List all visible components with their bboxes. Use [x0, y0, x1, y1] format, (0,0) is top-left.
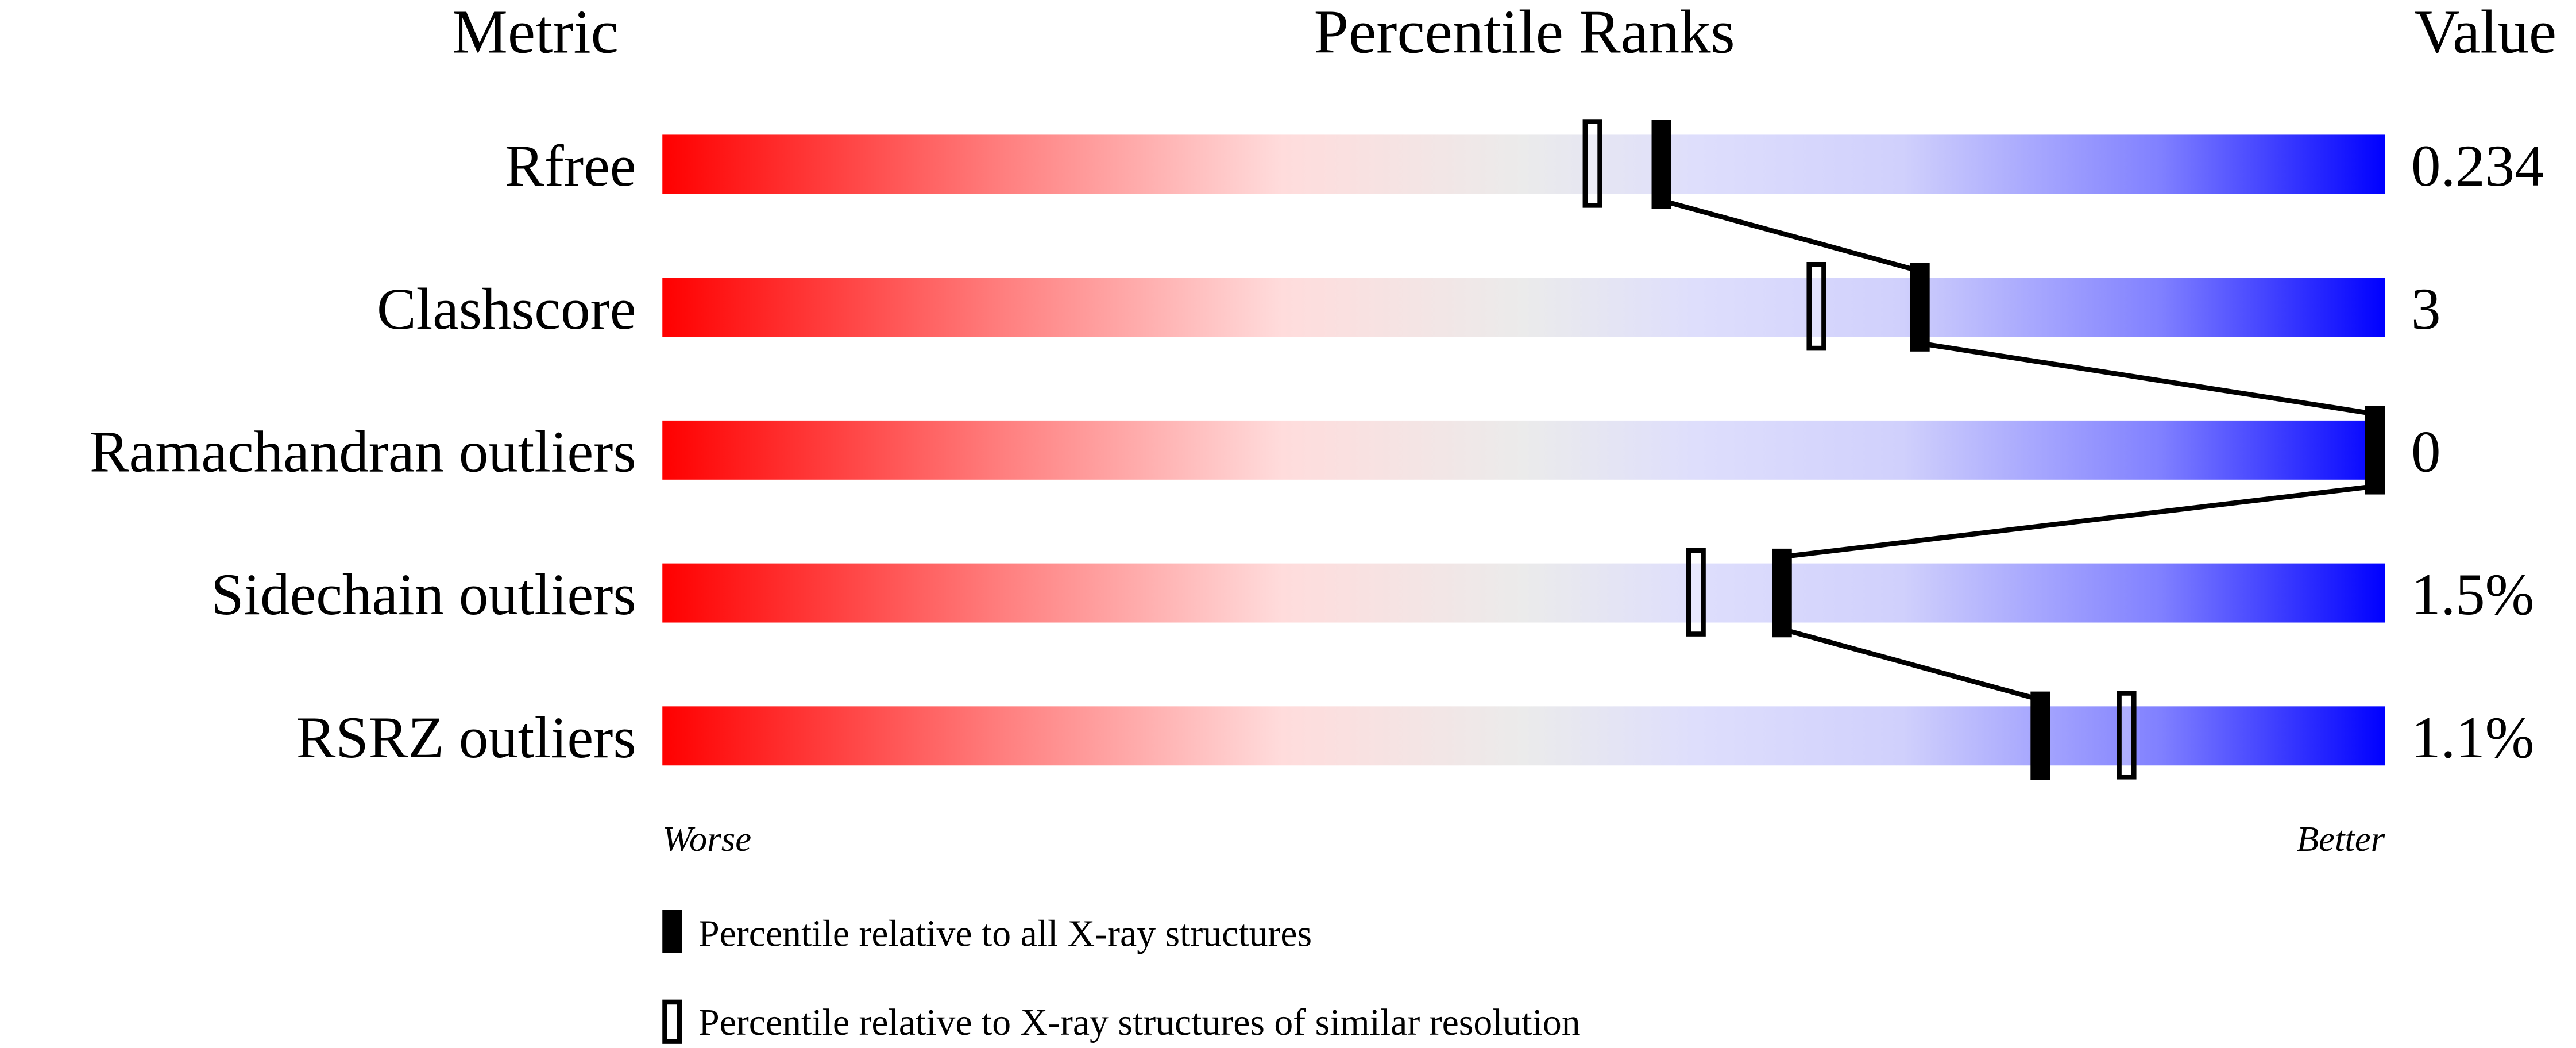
- percentile-bar: [662, 420, 2385, 480]
- metric-label: Clashscore: [377, 276, 636, 342]
- header-percentile-ranks: Percentile Ranks: [1314, 0, 1735, 66]
- similar-resolution-marker: [1686, 548, 1706, 637]
- legend-open-marker-box: [662, 999, 682, 1044]
- metric-rows: Rfree 0.234 Clashscore 3 Ramachandran outlie…: [90, 119, 2544, 780]
- metric-value: 0.234: [2411, 133, 2544, 199]
- similar-resolution-marker: [1806, 262, 1826, 351]
- metric-value: 1.1%: [2411, 705, 2534, 770]
- metric-label: Ramachandran outliers: [90, 419, 636, 485]
- all-structures-marker: [1772, 548, 1792, 638]
- better-label: Better: [2297, 819, 2385, 859]
- all-structures-marker: [2030, 691, 2050, 780]
- metric-label: RSRZ outliers: [296, 705, 636, 770]
- metric-value: 3: [2411, 276, 2440, 342]
- header-metric: Metric: [452, 0, 619, 66]
- connector-line: [1781, 626, 2041, 703]
- all-structures-marker: [1910, 263, 1930, 352]
- percentile-bar: [662, 134, 2385, 194]
- metric-label: Rfree: [505, 133, 636, 199]
- header-value: Value: [2415, 0, 2556, 66]
- metric-value: 0: [2411, 419, 2440, 485]
- connector-line: [1919, 341, 2376, 417]
- percentile-bar: [662, 278, 2385, 337]
- percentile-bar: [662, 563, 2385, 623]
- worse-label: Worse: [662, 819, 751, 859]
- legend-open-label: Percentile relative to X-ray structures …: [698, 1001, 1581, 1043]
- connector-line: [1660, 198, 1921, 273]
- percentile-bar: [662, 706, 2385, 766]
- all-structures-marker: [1651, 120, 1671, 209]
- similar-resolution-marker: [2117, 691, 2137, 780]
- legend-filled-label: Percentile relative to all X-ray structu…: [698, 913, 1312, 955]
- metric-label: Sidechain outliers: [211, 562, 636, 627]
- connector-line: [1782, 483, 2376, 560]
- legend-filled-marker: [662, 910, 682, 953]
- similar-resolution-marker: [1582, 119, 1602, 208]
- all-structures-marker: [2365, 406, 2385, 495]
- metric-value: 1.5%: [2411, 562, 2534, 627]
